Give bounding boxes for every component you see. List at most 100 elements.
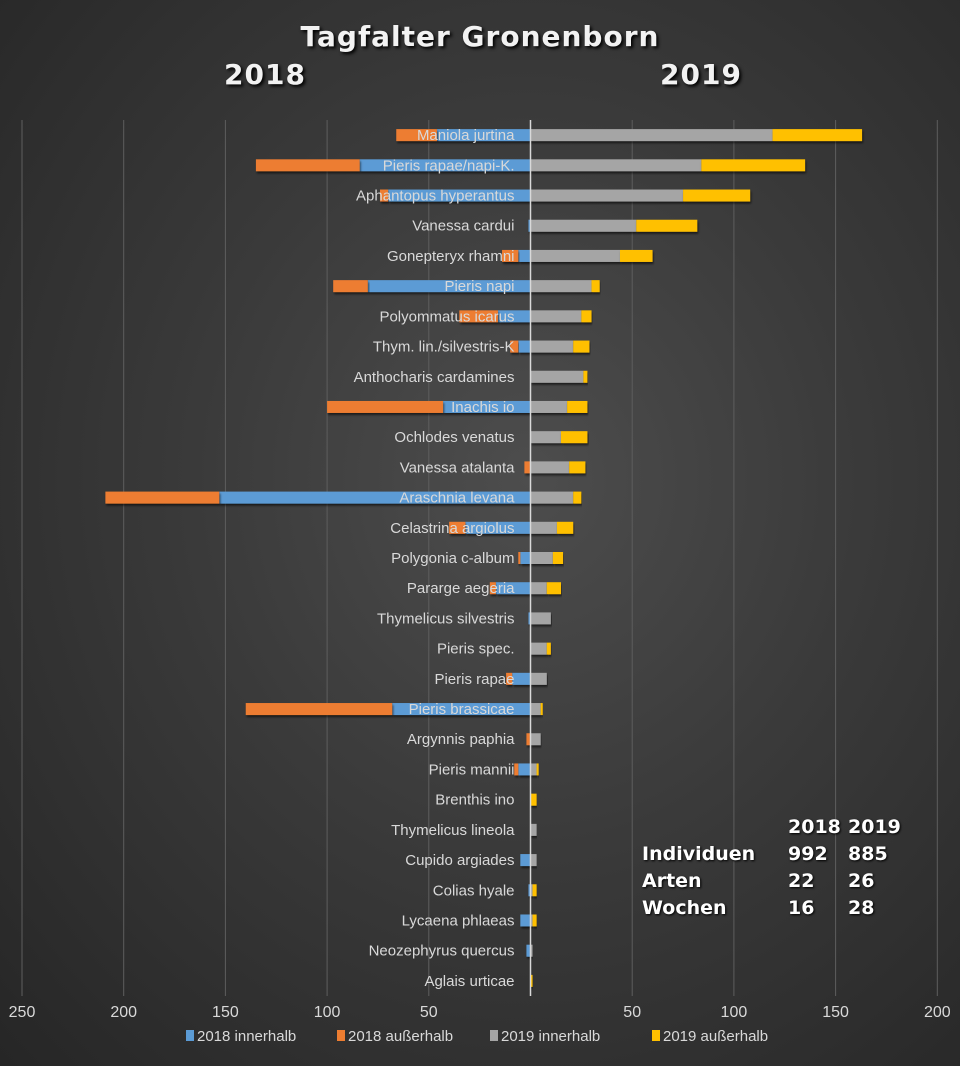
bar-segment bbox=[219, 491, 531, 504]
bar-segment bbox=[619, 249, 653, 262]
bar-segment bbox=[683, 189, 751, 202]
category-label: Pararge aegeria bbox=[407, 580, 515, 597]
bar-segment bbox=[530, 974, 533, 987]
legend-swatch bbox=[337, 1030, 345, 1041]
bar-segment bbox=[530, 159, 702, 172]
bar-segment bbox=[546, 642, 551, 655]
bar-segment bbox=[518, 763, 531, 776]
x-tick-label: 250 bbox=[9, 1004, 36, 1021]
bar-segment bbox=[359, 159, 531, 172]
bar-segment bbox=[396, 129, 437, 142]
bar-segment bbox=[532, 914, 537, 927]
stats-value-2018: 992 bbox=[788, 843, 828, 865]
category-label: Thymelicus lineola bbox=[391, 822, 515, 839]
category-label: Anthocharis cardamines bbox=[354, 369, 515, 386]
bar-segment bbox=[556, 521, 574, 534]
bar-segment bbox=[506, 672, 513, 685]
category-label: Pieris brassicae bbox=[409, 701, 515, 718]
bar-segment bbox=[530, 249, 620, 262]
bar-segment bbox=[245, 703, 393, 716]
bar-segment bbox=[528, 884, 531, 897]
bar-segment bbox=[392, 703, 531, 716]
stats-table: 2018 2019 Individuen 992 885 Arten 22 26… bbox=[642, 814, 908, 922]
bar-segment bbox=[255, 159, 360, 172]
bar-segment bbox=[530, 461, 570, 474]
bar-segment bbox=[530, 219, 637, 232]
legend-swatch bbox=[186, 1030, 194, 1041]
chart-title: Tagfalter Gronenborn bbox=[300, 20, 660, 53]
x-tick-label: 100 bbox=[721, 1004, 748, 1021]
bar-segment bbox=[530, 793, 537, 806]
bar-segment bbox=[436, 129, 531, 142]
bar-segment bbox=[530, 400, 568, 413]
category-label: Araschnia levana bbox=[399, 490, 515, 507]
stats-value-2019: 28 bbox=[848, 897, 875, 919]
bar-segment bbox=[530, 914, 533, 927]
bar-segment bbox=[497, 310, 531, 323]
bar-segment bbox=[526, 944, 531, 957]
bar-segment bbox=[772, 129, 863, 142]
category-label: Vanessa atalanta bbox=[400, 459, 515, 476]
bar-segment bbox=[561, 431, 588, 444]
x-tick-label: 200 bbox=[110, 1004, 137, 1021]
stats-row-wochen: Wochen 16 28 bbox=[642, 895, 908, 922]
bar-segment bbox=[510, 340, 519, 353]
bar-segment bbox=[449, 521, 466, 534]
bar-segment bbox=[573, 491, 582, 504]
stats-value-2019: 885 bbox=[848, 843, 888, 865]
category-label: Celastrina argiolus bbox=[390, 520, 514, 537]
bar-segment bbox=[532, 884, 537, 897]
bar-segment bbox=[569, 461, 586, 474]
bar-segment bbox=[379, 189, 389, 202]
bar-segment bbox=[701, 159, 806, 172]
stats-value-2019: 26 bbox=[848, 870, 875, 892]
bar-segment bbox=[530, 552, 553, 564]
legend-label: 2019 außerhalb bbox=[663, 1028, 768, 1045]
stats-header-blank bbox=[642, 814, 788, 841]
bar-segment bbox=[530, 370, 584, 383]
bar-segment bbox=[536, 763, 539, 776]
category-label: Thym. lin./silvestris-K bbox=[373, 339, 515, 356]
category-label: Thymelicus silvestris bbox=[377, 610, 515, 627]
bar-segment bbox=[530, 612, 551, 625]
category-label: Lycaena phlaeas bbox=[402, 912, 515, 929]
stats-row-individuen: Individuen 992 885 bbox=[642, 841, 908, 868]
category-label: Gonepteryx rhamni bbox=[387, 248, 515, 265]
x-tick-label: 150 bbox=[212, 1004, 239, 1021]
x-tick-label: 200 bbox=[924, 1004, 951, 1021]
bar-segment bbox=[530, 189, 684, 202]
bar-segment bbox=[518, 340, 531, 353]
bar-segment bbox=[518, 552, 521, 564]
bar-segment bbox=[388, 189, 531, 202]
legend-label: 2018 außerhalb bbox=[348, 1028, 453, 1045]
stats-header-2018: 2018 bbox=[788, 816, 841, 838]
stats-label: Individuen bbox=[642, 843, 756, 865]
stats-row-arten: Arten 22 26 bbox=[642, 868, 908, 895]
bar-segment bbox=[512, 672, 531, 685]
bar-segment bbox=[546, 582, 562, 595]
category-label: Polyommatus icarus bbox=[379, 308, 514, 325]
category-label: Vanessa cardui bbox=[412, 218, 514, 235]
bar-segment bbox=[530, 884, 533, 897]
stats-value-2018: 16 bbox=[788, 897, 815, 919]
category-label: Inachis io bbox=[451, 399, 514, 416]
bar-segment bbox=[502, 249, 519, 262]
year-label-2018: 2018 bbox=[224, 58, 306, 91]
stats-value-2018: 22 bbox=[788, 870, 815, 892]
stats-header-row: 2018 2019 bbox=[642, 814, 908, 841]
bar-segment bbox=[573, 340, 590, 353]
bar-segment bbox=[530, 672, 547, 685]
bar-segment bbox=[489, 582, 496, 595]
legend-swatch bbox=[490, 1030, 498, 1041]
category-label: Ochlodes venatus bbox=[394, 429, 514, 446]
bar-segment bbox=[105, 491, 220, 504]
bar-segment bbox=[581, 310, 592, 323]
category-label: Aphantopus hyperantus bbox=[356, 188, 514, 205]
bar-segment bbox=[524, 461, 531, 474]
category-label: Aglais urticae bbox=[424, 973, 514, 990]
bar-segment bbox=[367, 280, 531, 293]
bar-segment bbox=[495, 582, 531, 595]
bar-segment bbox=[530, 733, 541, 746]
bar-segment bbox=[530, 642, 547, 655]
